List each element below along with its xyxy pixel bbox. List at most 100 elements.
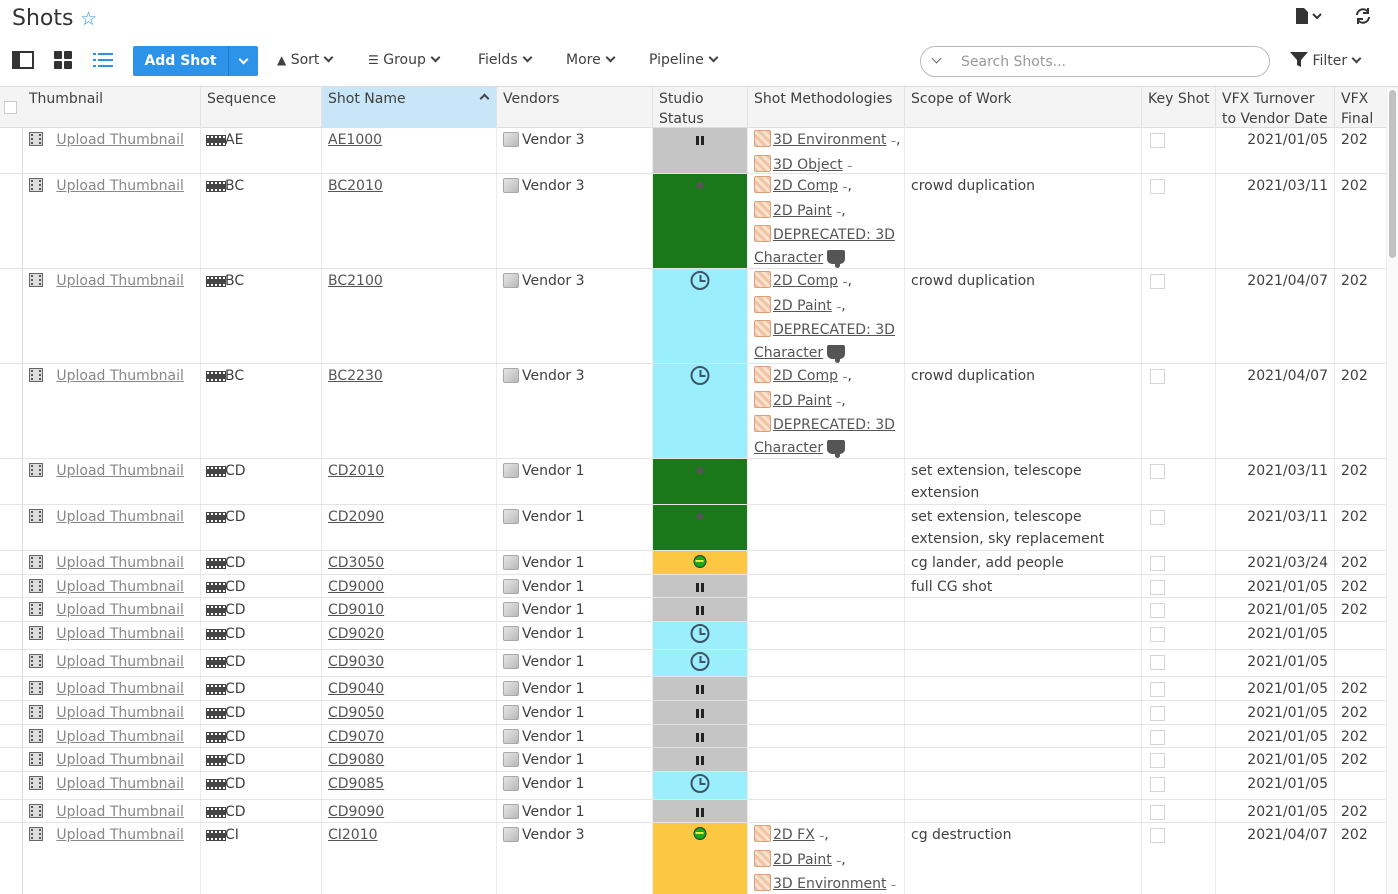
- shot-name-link[interactable]: CD2010: [328, 463, 385, 479]
- final-date[interactable]: 202: [1341, 804, 1368, 820]
- fields-menu[interactable]: Fields: [478, 52, 533, 68]
- studio-status-cell[interactable]: [653, 459, 748, 504]
- column-vendors[interactable]: Vendors: [497, 87, 653, 128]
- column-key-shot[interactable]: Key Shot: [1142, 87, 1216, 128]
- sequence-value[interactable]: CD: [225, 729, 246, 745]
- table-row[interactable]: Upload Thumbnail BC BC2010 Vendor 3 2D Comp …: [0, 174, 1398, 269]
- studio-status-cell[interactable]: [653, 174, 748, 268]
- studio-status-cell[interactable]: [653, 269, 748, 363]
- sequence-value[interactable]: CD: [225, 804, 246, 820]
- upload-thumbnail-link[interactable]: Upload Thumbnail: [56, 729, 184, 745]
- shot-name-link[interactable]: CD9000: [328, 579, 385, 595]
- column-studio-status[interactable]: Studio Status: [653, 87, 748, 128]
- more-menu[interactable]: More: [566, 52, 616, 68]
- methodology-link[interactable]: 2D Comp: [773, 273, 839, 289]
- shot-name-link[interactable]: AE1000: [328, 132, 383, 148]
- shot-name-link[interactable]: CD9030: [328, 654, 385, 670]
- key-shot-checkbox[interactable]: [1150, 274, 1165, 289]
- key-shot-checkbox[interactable]: [1150, 369, 1165, 384]
- scope-value[interactable]: set extension, telescope: [911, 509, 1082, 525]
- sequence-value[interactable]: BC: [225, 273, 245, 289]
- key-shot-checkbox[interactable]: [1150, 828, 1165, 843]
- key-shot-checkbox[interactable]: [1150, 753, 1165, 768]
- turnover-date[interactable]: 2021/01/05: [1247, 626, 1328, 642]
- vendor-value[interactable]: Vendor 3: [522, 368, 585, 384]
- studio-status-cell[interactable]: [653, 364, 748, 458]
- methodology-link[interactable]: 2D Paint: [773, 202, 832, 219]
- table-row[interactable]: Upload Thumbnail CD CD9070 Vendor 1 2021/01/…: [0, 725, 1398, 748]
- shot-name-link[interactable]: CD9040: [328, 681, 385, 697]
- sequence-value[interactable]: CD: [225, 752, 246, 768]
- turnover-date[interactable]: 2021/03/11: [1247, 178, 1328, 194]
- key-shot-checkbox[interactable]: [1150, 464, 1165, 479]
- shot-name-link[interactable]: CD9080: [328, 752, 385, 768]
- upload-thumbnail-link[interactable]: Upload Thumbnail: [56, 654, 184, 670]
- key-shot-checkbox[interactable]: [1150, 603, 1165, 618]
- shot-name-link[interactable]: CD9085: [328, 776, 385, 792]
- column-scope-of-work[interactable]: Scope of Work: [905, 87, 1142, 128]
- column-thumbnail[interactable]: Thumbnail: [23, 87, 201, 128]
- studio-status-cell[interactable]: [653, 622, 748, 649]
- final-date[interactable]: 202: [1341, 827, 1368, 843]
- methodology-link[interactable]: 2D Comp: [773, 178, 839, 194]
- scope-value[interactable]: crowd duplication: [911, 368, 1036, 384]
- scope-value[interactable]: full CG shot: [911, 579, 993, 595]
- vendor-value[interactable]: Vendor 3: [522, 827, 585, 843]
- list-view-icon[interactable]: [93, 51, 115, 71]
- final-date[interactable]: 202: [1341, 579, 1368, 595]
- file-icon[interactable]: [1294, 7, 1324, 29]
- turnover-date[interactable]: 2021/01/05: [1247, 681, 1328, 697]
- turnover-date[interactable]: 2021/04/07: [1247, 827, 1328, 843]
- filter-menu[interactable]: Filter: [1290, 52, 1362, 69]
- vendor-value[interactable]: Vendor 1: [522, 681, 585, 697]
- column-shot-methodologies[interactable]: Shot Methodologies: [748, 87, 905, 128]
- upload-thumbnail-link[interactable]: Upload Thumbnail: [56, 555, 184, 571]
- table-row[interactable]: Upload Thumbnail CD CD9050 Vendor 1 2021/01/…: [0, 701, 1398, 725]
- scope-value[interactable]: set extension, telescope: [911, 463, 1082, 479]
- methodology-link[interactable]: DEPRECATED: 3D: [773, 322, 895, 338]
- vendor-value[interactable]: Vendor 1: [522, 579, 585, 595]
- methodology-link-tail[interactable]: Character: [754, 439, 824, 456]
- vendor-value[interactable]: Vendor 1: [522, 626, 585, 642]
- turnover-date[interactable]: 2021/01/05: [1247, 602, 1328, 618]
- vendor-value[interactable]: Vendor 1: [522, 509, 585, 525]
- sequence-value[interactable]: CD: [225, 555, 246, 571]
- methodology-link[interactable]: DEPRECATED: 3D: [773, 227, 895, 243]
- studio-status-cell[interactable]: [653, 748, 748, 771]
- key-shot-checkbox[interactable]: [1150, 580, 1165, 595]
- final-date[interactable]: 202: [1341, 178, 1368, 194]
- refresh-icon[interactable]: [1354, 7, 1372, 29]
- vendor-value[interactable]: Vendor 1: [522, 555, 585, 571]
- turnover-date[interactable]: 2021/01/05: [1247, 752, 1328, 768]
- upload-thumbnail-link[interactable]: Upload Thumbnail: [56, 463, 184, 479]
- upload-thumbnail-link[interactable]: Upload Thumbnail: [56, 804, 184, 820]
- key-shot-checkbox[interactable]: [1150, 179, 1165, 194]
- column-vfx-final[interactable]: VFX Final Delivery: [1335, 87, 1395, 128]
- upload-thumbnail-link[interactable]: Upload Thumbnail: [56, 579, 184, 595]
- methodology-link[interactable]: 2D Paint: [773, 392, 832, 409]
- vendor-value[interactable]: Vendor 1: [522, 463, 585, 479]
- shot-name-link[interactable]: CD9090: [328, 804, 385, 820]
- sort-menu[interactable]: ▲ Sort: [277, 52, 334, 68]
- upload-thumbnail-link[interactable]: Upload Thumbnail: [56, 776, 184, 792]
- table-row[interactable]: Upload Thumbnail CD CD9000 Vendor 1 full CG …: [0, 575, 1398, 598]
- studio-status-cell[interactable]: [653, 598, 748, 621]
- sequence-value[interactable]: AE: [225, 132, 244, 148]
- vendor-value[interactable]: Vendor 3: [522, 132, 585, 148]
- turnover-date[interactable]: 2021/03/11: [1247, 463, 1328, 479]
- turnover-date[interactable]: 2021/03/24: [1247, 555, 1328, 571]
- vendor-value[interactable]: Vendor 3: [522, 178, 585, 194]
- studio-status-cell[interactable]: [653, 575, 748, 597]
- turnover-date[interactable]: 2021/01/05: [1247, 132, 1328, 148]
- table-row[interactable]: Upload Thumbnail BC BC2100 Vendor 3 2D Comp …: [0, 269, 1398, 364]
- upload-thumbnail-link[interactable]: Upload Thumbnail: [56, 509, 184, 525]
- add-shot-dropdown[interactable]: [228, 46, 258, 76]
- table-row[interactable]: Upload Thumbnail CD CD9030 Vendor 1 2021/01/…: [0, 650, 1398, 677]
- upload-thumbnail-link[interactable]: Upload Thumbnail: [56, 273, 184, 289]
- methodology-link[interactable]: 3D Object: [773, 156, 843, 173]
- upload-thumbnail-link[interactable]: Upload Thumbnail: [56, 752, 184, 768]
- turnover-date[interactable]: 2021/04/07: [1247, 273, 1328, 289]
- sequence-value[interactable]: CD: [225, 705, 246, 721]
- studio-status-cell[interactable]: [653, 823, 748, 894]
- table-row[interactable]: Upload Thumbnail CD CD3050 Vendor 1 cg lande…: [0, 551, 1398, 575]
